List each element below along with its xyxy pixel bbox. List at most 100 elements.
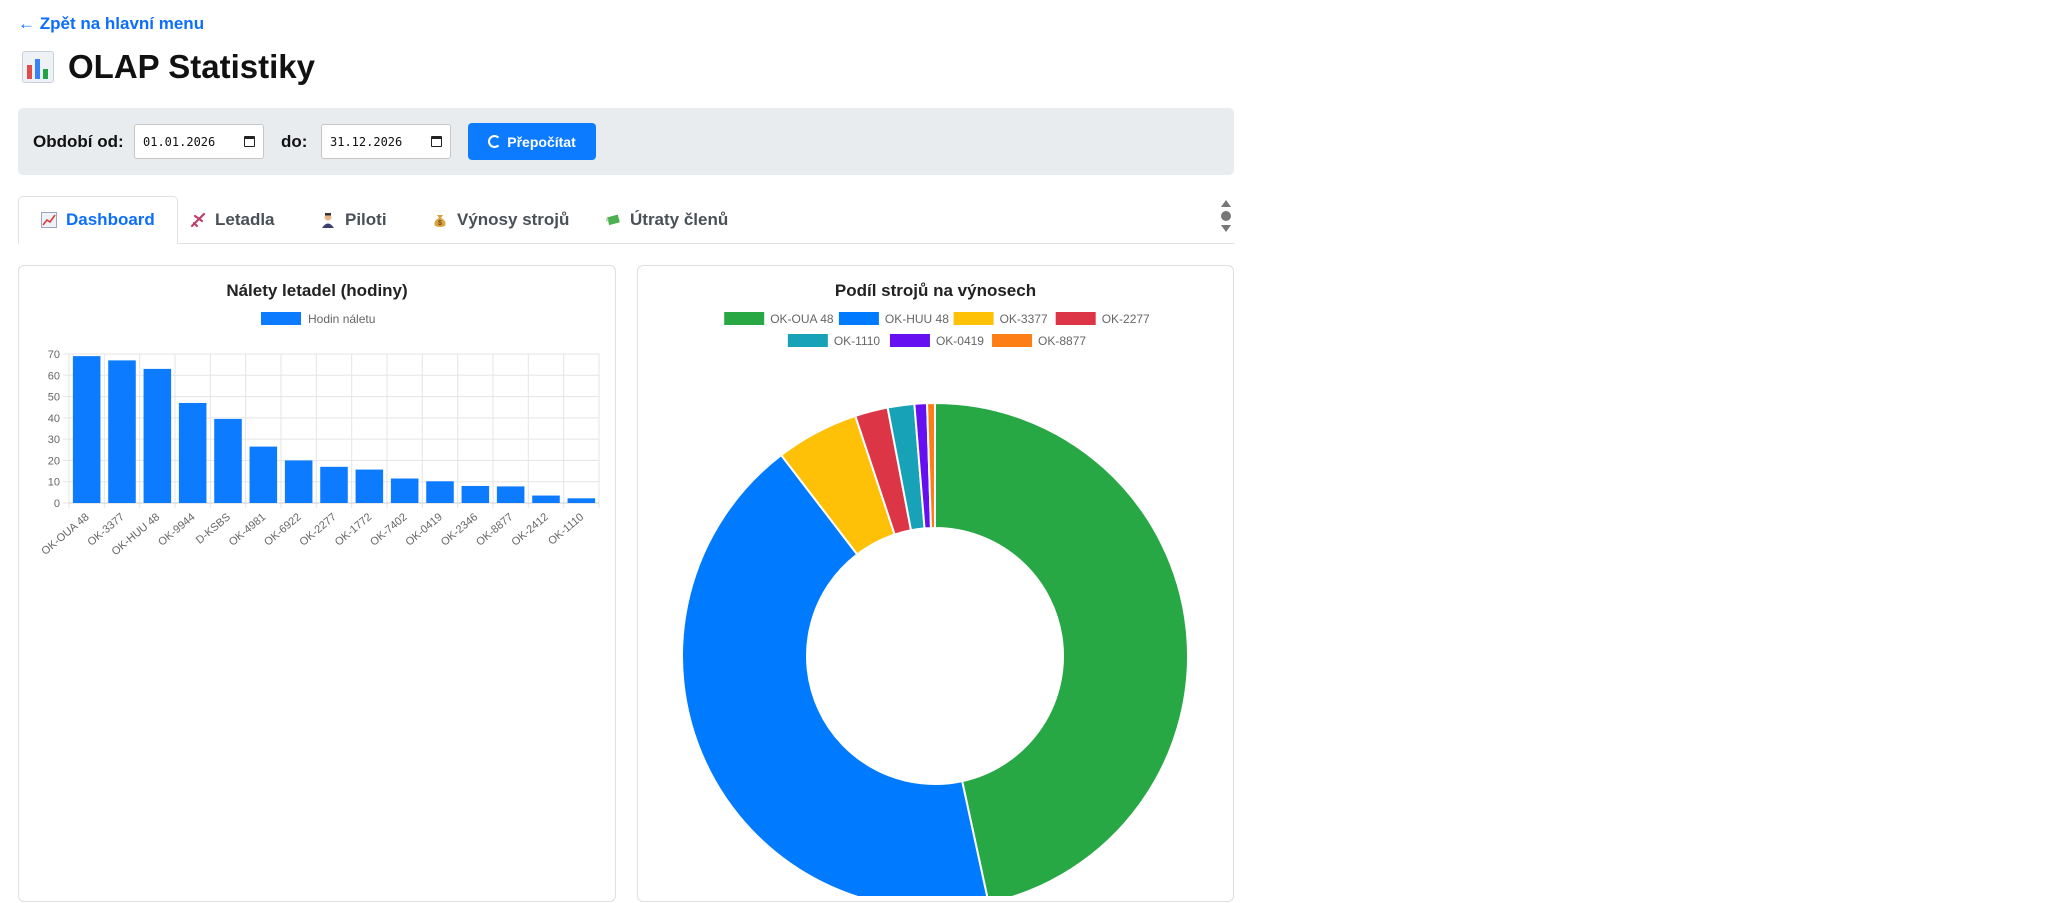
donut-slice [934, 401, 1190, 896]
recalculate-button[interactable]: Přepočítat [468, 123, 596, 160]
donut-slice [681, 453, 989, 896]
date-from-value: 01.01.2026 [143, 134, 216, 149]
tab-label: Letadla [215, 210, 275, 229]
airplane-icon [190, 212, 206, 228]
bar [249, 446, 278, 503]
legend-swatch [1055, 312, 1096, 325]
bar [320, 466, 348, 503]
tabs-scroll-control[interactable] [1220, 200, 1232, 240]
legend-label: OK-OUA 48 [770, 312, 834, 326]
revenue-share-chart-title: Podíl strojů na výnosech [834, 281, 1037, 300]
scroll-down-icon[interactable] [1221, 225, 1231, 232]
page-title: OLAP Statistiky [68, 48, 315, 85]
flight-hours-card: Nálety letadel (hodiny) Hodin náletu 0 10 2… [18, 265, 616, 902]
legend-label: OK-2277 [1102, 312, 1150, 326]
legend-swatch [724, 312, 765, 325]
refresh-icon [488, 135, 502, 148]
bar [461, 485, 490, 503]
x-tick-label: OK-6922 [262, 511, 303, 548]
legend-swatch [787, 334, 828, 347]
date-from-input[interactable]: 01.01.2026 [134, 124, 264, 159]
bar [214, 418, 242, 503]
legend-swatch [992, 334, 1033, 347]
x-tick-label: OK-0419 [403, 511, 444, 548]
legend-label: Hodin náletu [308, 312, 375, 326]
bar [72, 356, 101, 503]
x-tick-label: OK-7402 [368, 511, 409, 548]
y-tick-label: 10 [48, 477, 60, 489]
legend-swatch [261, 312, 301, 325]
bar [355, 469, 384, 503]
legend-label: OK-0419 [936, 334, 984, 348]
svg-text:$: $ [438, 220, 442, 227]
back-to-menu-link[interactable]: ← Zpět na hlavní menu [18, 14, 205, 33]
bar [143, 368, 172, 503]
page-header: OLAP Statistiky [22, 48, 315, 86]
tab-vynosy-stroju[interactable]: $ Výnosy strojů [410, 196, 591, 244]
tab-dashboard[interactable]: Dashboard [18, 196, 178, 244]
statistics-tabs: Dashboard Letadla Piloti $ Výnosy strojů… [18, 196, 1234, 244]
y-tick-label: 40 [48, 413, 60, 425]
x-tick-label: OK-1772 [333, 511, 374, 548]
recalculate-label: Přepočítat [507, 133, 576, 150]
bar [496, 486, 525, 503]
x-tick-label: OK-9944 [156, 511, 197, 548]
legend-swatch [838, 312, 879, 325]
x-tick-label: OK-2412 [509, 511, 550, 548]
flight-hours-chart-title: Nálety letadel (hodiny) [226, 281, 408, 300]
tab-label: Dashboard [66, 210, 155, 229]
bar [532, 495, 560, 503]
bar [567, 498, 596, 503]
revenue-share-card: Podíl strojů na výnosech OK-OUA 48 OK-HUU… [637, 265, 1234, 902]
tab-label: Výnosy strojů [457, 210, 570, 229]
x-tick-label: OK-OUA 48 [39, 511, 91, 558]
bar [426, 481, 454, 503]
legend-swatch [889, 334, 930, 347]
donut-legend: OK-OUA 48 OK-HUU 48 OK-3377 OK-2277 OK-1110 O… [724, 312, 1150, 348]
legend-label: OK-8877 [1038, 334, 1086, 348]
calendar-icon[interactable] [431, 136, 442, 147]
bar-chart-icon [22, 51, 54, 83]
y-tick-label: 0 [54, 498, 60, 510]
scroll-up-icon[interactable] [1221, 200, 1231, 207]
x-tick-label: OK-2277 [297, 511, 338, 548]
revenue-share-donut-chart: OK-OUA 48 OK-HUU 48 OK-3377 OK-2277 OK-1110 O… [681, 312, 1190, 896]
x-tick-label: OK-4981 [227, 511, 268, 548]
bar [390, 478, 419, 503]
tab-utraty-clenu[interactable]: Útraty členů [583, 196, 750, 244]
y-tick-label: 70 [48, 349, 60, 361]
bar [178, 402, 207, 503]
money-wings-icon [605, 212, 621, 228]
calendar-icon[interactable] [244, 136, 255, 147]
donut-slice [926, 401, 936, 530]
period-filter-bar: Období od: 01.01.2026 do: 31.12.2026 Pře… [18, 108, 1234, 175]
legend-label: OK-3377 [1000, 312, 1048, 326]
legend-label: OK-1110 [834, 334, 881, 348]
y-tick-label: 30 [48, 434, 60, 446]
date-to-value: 31.12.2026 [330, 134, 403, 149]
x-tick-label: OK-8877 [474, 511, 515, 548]
tab-label: Piloti [345, 210, 387, 229]
chart-increasing-icon [41, 212, 57, 228]
scroll-thumb[interactable] [1221, 211, 1231, 221]
y-tick-label: 20 [48, 455, 60, 467]
period-to-label: do: [281, 132, 308, 151]
date-to-input[interactable]: 31.12.2026 [321, 124, 451, 159]
legend-swatch [953, 312, 994, 325]
y-tick-label: 50 [48, 392, 60, 404]
bar [108, 360, 136, 503]
x-tick-label: OK-2346 [439, 511, 480, 548]
x-tick-label: D-KSBS [194, 511, 233, 547]
tab-piloti[interactable]: Piloti [298, 196, 409, 244]
money-bag-icon: $ [432, 212, 448, 228]
period-from-label: Období od: [33, 132, 124, 151]
legend-label: OK-HUU 48 [885, 312, 949, 326]
tab-letadla[interactable]: Letadla [168, 196, 297, 244]
x-tick-label: OK-1110 [546, 511, 586, 547]
y-tick-label: 60 [48, 370, 60, 382]
bar [284, 460, 313, 503]
pilot-icon [320, 212, 336, 228]
tab-label: Útraty členů [630, 210, 729, 229]
bar-chart-legend: Hodin náletu [261, 312, 375, 326]
